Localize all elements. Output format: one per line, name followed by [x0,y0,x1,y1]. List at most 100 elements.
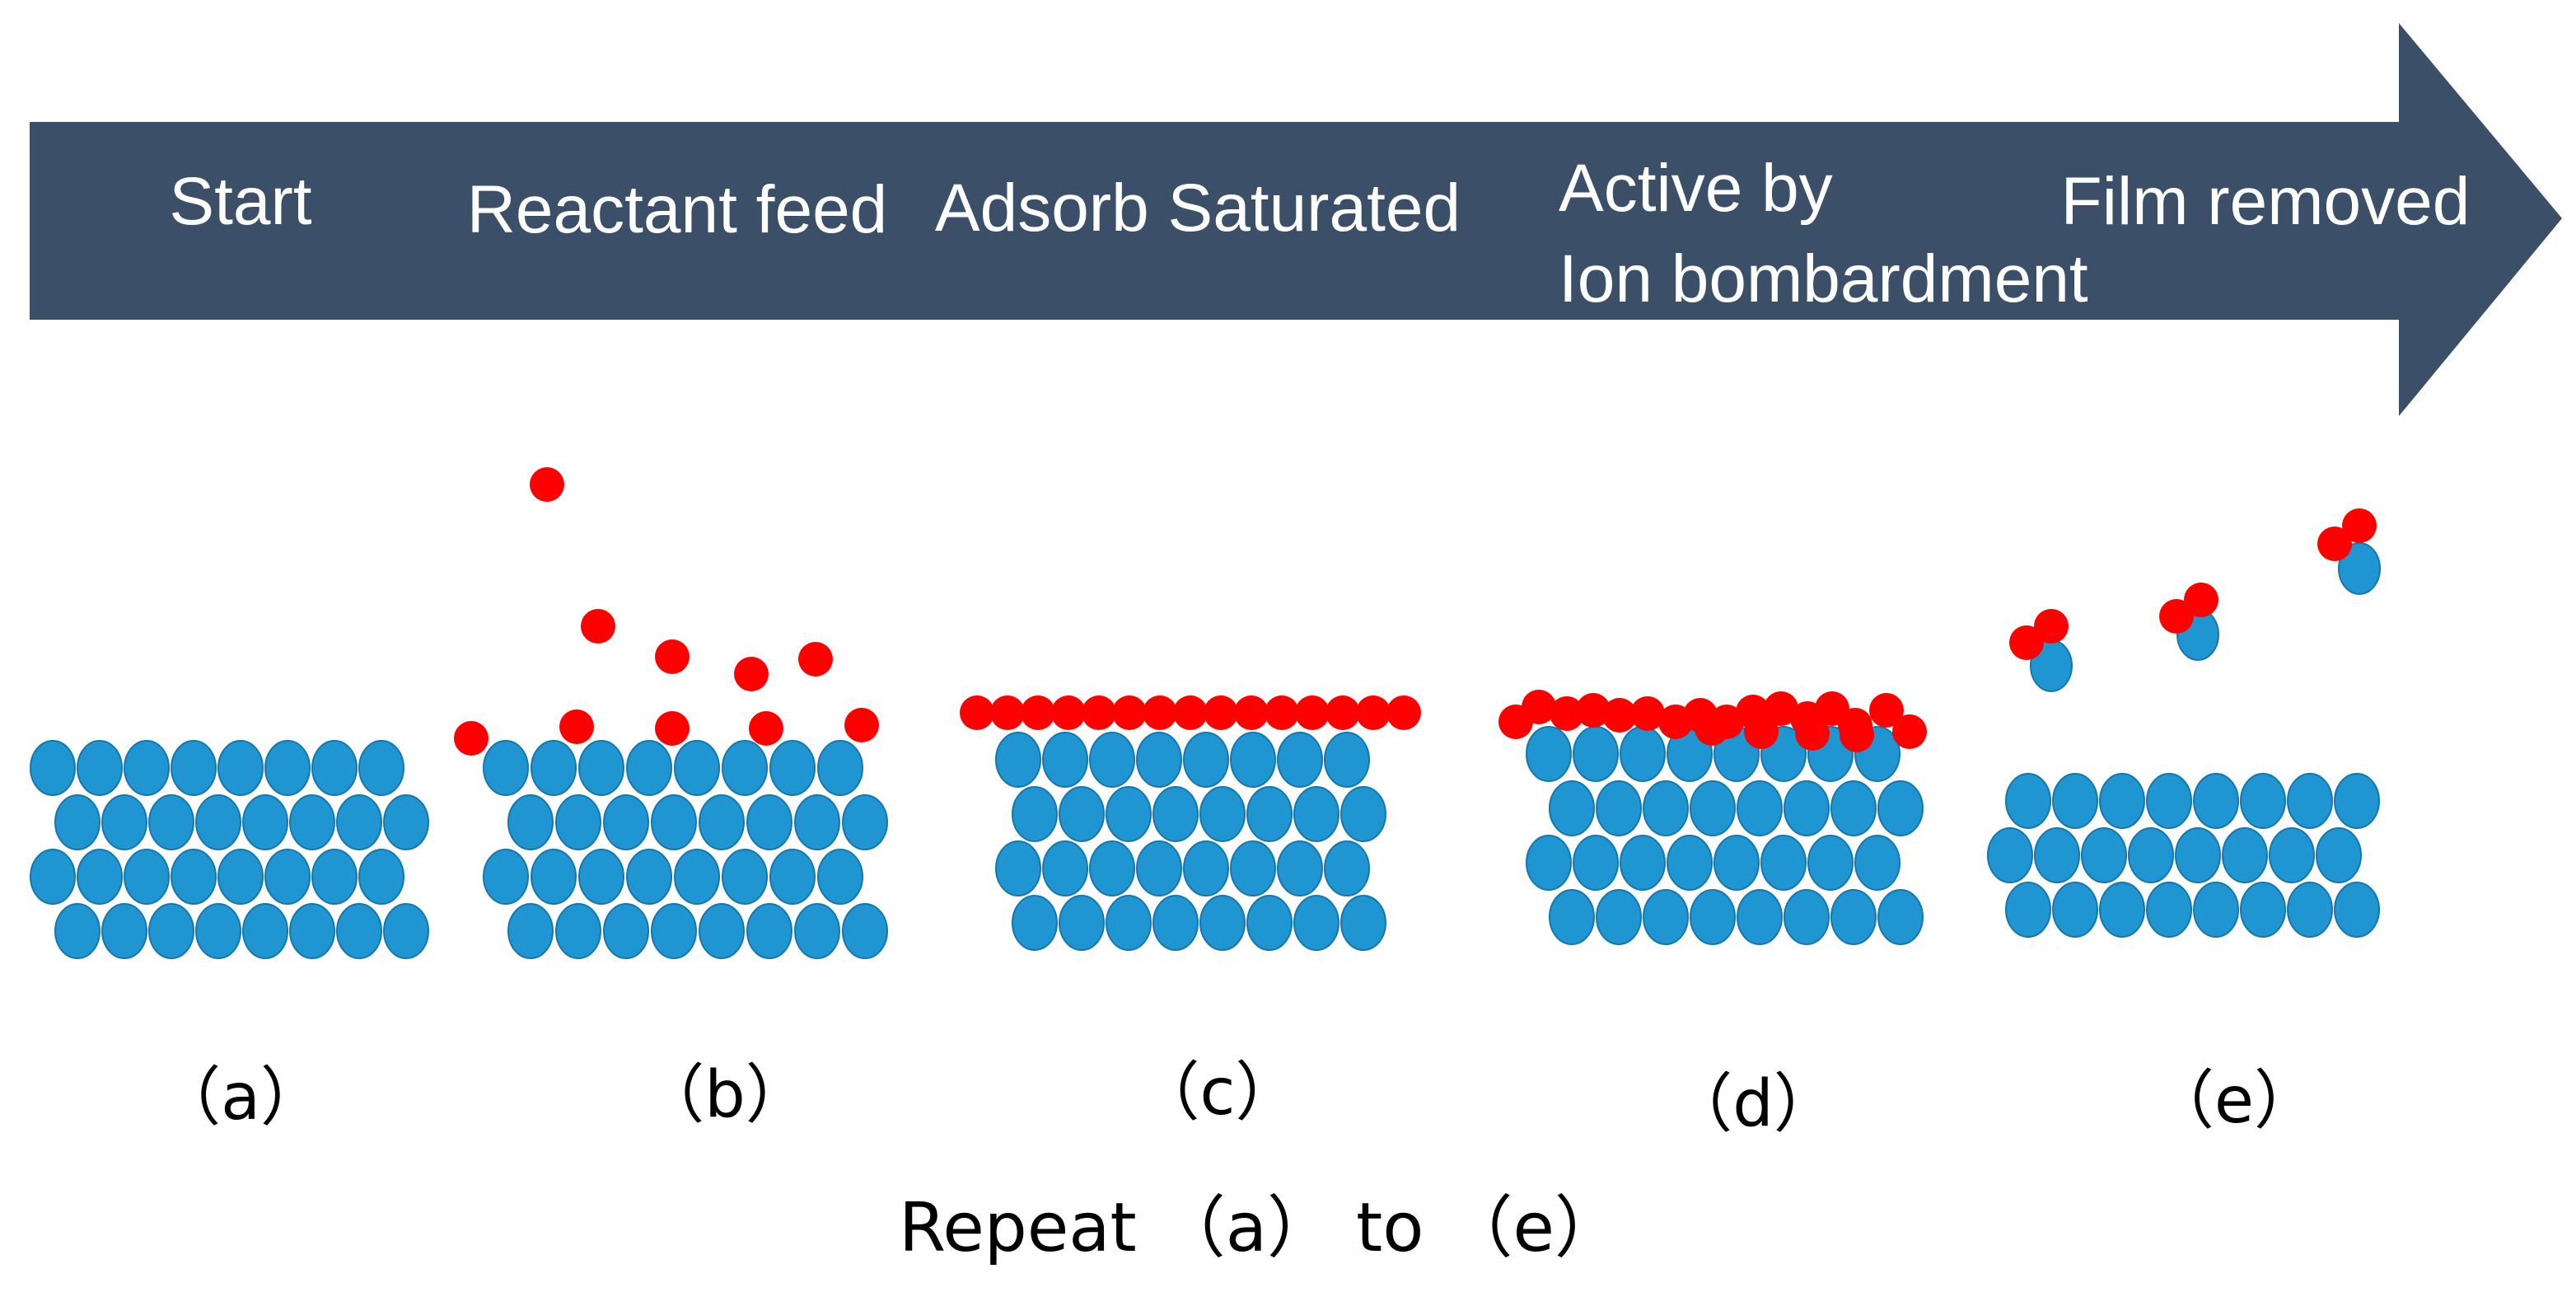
substrate-atom-icon [603,903,649,959]
substrate-atom-icon [2146,773,2192,829]
reactant-molecule-icon [749,711,783,746]
substrate-atom-icon [1713,835,1760,891]
substrate-atom-icon [2052,882,2098,938]
stage-title-film-removed: Film removed [2061,164,2471,239]
substrate-atom-icon [264,740,311,796]
reactant-molecule-icon [655,711,690,746]
substrate-atom-icon [171,849,217,905]
reactant-molecule-icon [1082,695,1116,730]
substrate-atom-icon [1246,895,1293,951]
substrate-atom-icon [1183,840,1229,896]
process-arrow-icon [30,23,2562,416]
substrate-atom-icon [1106,786,1152,842]
substrate-atom-icon [1277,840,1323,896]
substrate-atom-icon [1136,732,1182,788]
substrate-atom-icon [1230,840,1276,896]
panel-e-film-removed [1987,508,2381,938]
substrate-atom-icon [336,794,382,850]
substrate-atom-icon [2175,827,2221,883]
substrate-atom-icon [699,794,745,850]
substrate-atom-icon [1324,840,1370,896]
reactant-molecule-icon [2009,625,2044,660]
substrate-atom-icon [1526,726,1572,782]
substrate-atom-icon [2005,773,2051,829]
substrate-atom-icon [2052,773,2098,829]
substrate-atom-icon [555,794,601,850]
panel-caption-b: （b） [640,1058,810,1132]
substrate-atom-icon [603,794,649,850]
substrate-atom-icon [77,849,123,905]
substrate-atom-icon [1830,780,1877,836]
substrate-atom-icon [2099,773,2145,829]
reactant-molecule-icon [1021,695,1055,730]
substrate-atom-icon [1340,786,1386,842]
reactant-molecule-icon [1204,695,1238,730]
substrate-atom-icon [2269,827,2315,883]
reactant-molecule-icon [1744,714,1779,749]
substrate-atom-icon [1573,726,1619,782]
reactant-molecule-icon [1764,691,1798,726]
substrate-atom-icon [1987,827,2033,883]
panel-caption-e: （e） [2150,1064,2318,1138]
substrate-atom-icon [383,794,429,850]
substrate-atom-icon [1106,895,1152,951]
reactant-molecule-icon [2184,583,2218,617]
reactant-molecule-icon [1840,718,1874,752]
substrate-atom-icon [1620,835,1666,891]
substrate-atom-icon [1854,835,1900,891]
substrate-atom-icon [626,740,672,796]
substrate-atom-icon [1643,780,1689,836]
substrate-atom-icon [483,740,529,796]
substrate-atom-icon [30,740,76,796]
substrate-atom-icon [1877,889,1924,945]
stage-title-active-by-line2: Ion bombardment [1559,241,2088,316]
substrate-atom-icon [2193,773,2239,829]
substrate-atom-icon [995,840,1041,896]
substrate-atom-icon [794,794,840,850]
reactant-molecule-icon [1869,693,1904,728]
stage-title-start: Start [169,164,311,239]
reactant-molecule-icon [1325,695,1360,730]
substrate-atom-icon [507,794,554,850]
substrate-atom-icon [1136,840,1182,896]
substrate-atom-icon [1573,835,1619,891]
panel-d-ion-bombardment [1498,690,1927,945]
stage-title-active-by-line1: Active by [1559,151,1833,226]
substrate-atom-icon [2099,882,2145,938]
substrate-atom-icon [1784,780,1830,836]
substrate-atom-icon [311,849,358,905]
stage-title-adsorb-saturated: Adsorb Saturated [935,171,1461,246]
reactant-molecule-icon [581,609,615,644]
substrate-atom-icon [54,903,101,959]
reactant-molecule-icon [1386,695,1421,730]
substrate-atom-icon [842,794,888,850]
substrate-atom-icon [995,732,1041,788]
substrate-atom-icon [1183,732,1229,788]
substrate-atom-icon [264,849,311,905]
reactant-molecule-icon [454,721,489,756]
substrate-atom-icon [1199,786,1246,842]
substrate-atom-icon [842,903,888,959]
stage-title-reactant-feed: Reactant feed [467,172,888,247]
substrate-atom-icon [578,849,624,905]
substrate-atom-icon [1230,732,1276,788]
substrate-atom-icon [1277,732,1323,788]
substrate-atom-icon [2193,882,2239,938]
substrate-atom-icon [555,903,601,959]
substrate-atom-icon [195,903,241,959]
substrate-atom-icon [289,903,335,959]
reactant-molecule-icon [1695,711,1729,746]
substrate-atom-icon [1667,835,1713,891]
substrate-atom-icon [1340,895,1386,951]
substrate-atom-icon [2334,773,2380,829]
substrate-atom-icon [1042,732,1088,788]
panel-c-adsorb-saturated [960,695,1421,951]
substrate-atom-icon [124,849,170,905]
panel-caption-d: （d） [1668,1067,1838,1141]
reactant-molecule-icon [1173,695,1208,730]
substrate-atom-icon [242,903,288,959]
substrate-atom-icon [2222,827,2268,883]
substrate-atom-icon [2240,882,2286,938]
reactant-molecule-icon [734,657,769,691]
